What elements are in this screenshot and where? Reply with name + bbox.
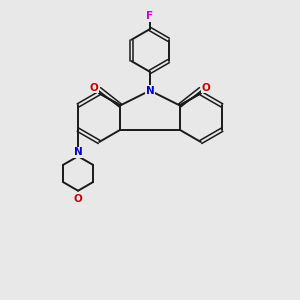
Text: O: O xyxy=(90,82,98,93)
Text: F: F xyxy=(146,11,154,21)
Text: N: N xyxy=(74,147,82,157)
Text: O: O xyxy=(74,194,82,204)
Text: N: N xyxy=(146,85,154,96)
Text: O: O xyxy=(202,82,210,93)
